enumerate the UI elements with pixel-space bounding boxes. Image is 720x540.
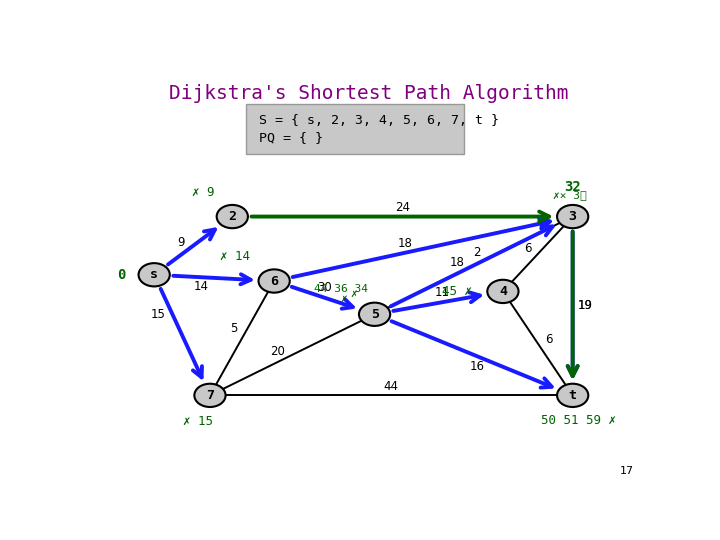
Text: 30: 30	[317, 281, 332, 294]
Circle shape	[258, 269, 289, 293]
Text: 3: 3	[569, 210, 577, 223]
Text: 18: 18	[397, 237, 413, 249]
Text: ✗: ✗	[341, 294, 347, 305]
Circle shape	[487, 280, 518, 303]
Text: S = { s, 2, 3, 4, 5, 6, 7, t }: S = { s, 2, 3, 4, 5, 6, 7, t }	[259, 114, 499, 127]
Text: 6: 6	[524, 242, 531, 255]
Text: 15: 15	[150, 308, 165, 321]
Text: ✗ 15: ✗ 15	[183, 415, 212, 428]
Text: 11: 11	[435, 286, 450, 299]
Circle shape	[557, 205, 588, 228]
Text: 2: 2	[473, 246, 480, 259]
Text: 17: 17	[620, 465, 634, 476]
Text: 24: 24	[395, 201, 410, 214]
FancyBboxPatch shape	[246, 104, 464, 154]
Text: Dijkstra's Shortest Path Algorithm: Dijkstra's Shortest Path Algorithm	[169, 84, 569, 103]
Text: PQ = { }: PQ = { }	[259, 131, 323, 144]
Text: 44: 44	[384, 380, 399, 393]
Text: 2: 2	[228, 210, 236, 223]
Text: 45 ✗: 45 ✗	[442, 285, 472, 298]
Text: 7: 7	[206, 389, 214, 402]
Text: 5: 5	[371, 308, 379, 321]
Text: 9: 9	[177, 235, 184, 248]
Text: ✗ 9: ✗ 9	[192, 186, 215, 199]
Text: 32: 32	[564, 180, 581, 194]
Text: s: s	[150, 268, 158, 281]
Text: 14: 14	[194, 280, 209, 293]
Text: 50 51 59 ✗: 50 51 59 ✗	[541, 414, 616, 427]
Circle shape	[359, 302, 390, 326]
Text: 19: 19	[577, 300, 593, 313]
Text: 20: 20	[270, 345, 284, 357]
Text: 16: 16	[470, 360, 485, 373]
Circle shape	[138, 263, 170, 286]
Text: 4: 4	[499, 285, 507, 298]
Text: t: t	[569, 389, 577, 402]
Text: 6: 6	[545, 333, 552, 346]
Text: 0: 0	[117, 268, 126, 282]
Text: ✗: ✗	[350, 289, 356, 299]
Text: 19: 19	[577, 300, 593, 313]
Text: 6: 6	[270, 274, 278, 287]
Text: 18: 18	[449, 256, 464, 269]
Text: ✗× 3⃣: ✗× 3⃣	[553, 190, 587, 199]
Circle shape	[557, 384, 588, 407]
Text: 44 36 34: 44 36 34	[314, 284, 368, 294]
Circle shape	[194, 384, 225, 407]
Text: ✗ 14: ✗ 14	[220, 249, 250, 262]
Text: 5: 5	[230, 322, 238, 335]
Circle shape	[217, 205, 248, 228]
